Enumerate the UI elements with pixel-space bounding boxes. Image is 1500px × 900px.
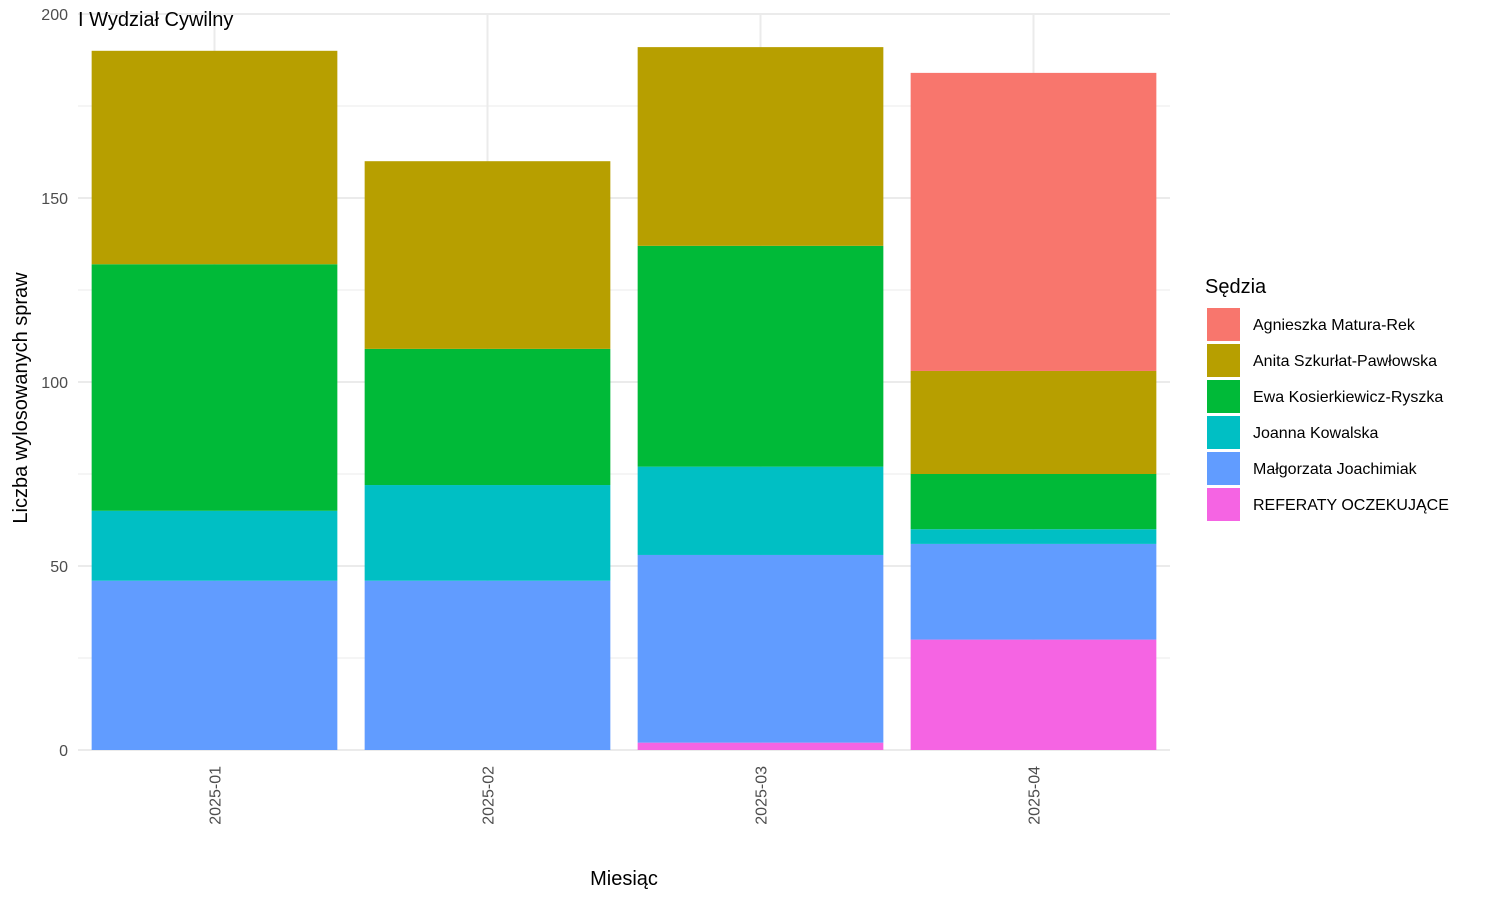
bar-segment xyxy=(91,510,338,581)
bar-segment xyxy=(91,50,338,265)
legend-label: Joanna Kowalska xyxy=(1253,425,1379,442)
bar-segment xyxy=(364,485,611,581)
y-tick-label: 200 xyxy=(41,7,68,24)
legend-swatch xyxy=(1207,344,1240,377)
bar-segment xyxy=(91,264,338,511)
bar-segment xyxy=(364,580,611,750)
bar-segment xyxy=(910,370,1157,474)
legend-label: REFERATY OCZEKUJĄCE xyxy=(1253,497,1449,514)
chart-title: I Wydział Cywilny xyxy=(78,9,233,31)
x-tick-label: 2025-03 xyxy=(754,766,771,825)
bars xyxy=(91,47,1157,750)
legend-label: Ewa Kosierkiewicz-Ryszka xyxy=(1253,389,1443,406)
y-tick-label: 150 xyxy=(41,191,68,208)
legend-label: Małgorzata Joachimiak xyxy=(1253,461,1418,478)
x-tick-label: 2025-01 xyxy=(208,766,225,825)
bar-segment xyxy=(637,47,884,246)
bar-segment xyxy=(364,348,611,486)
legend-label: Anita Szkurłat-Pawłowska xyxy=(1253,353,1437,370)
legend-swatch xyxy=(1207,452,1240,485)
y-tick-label: 50 xyxy=(50,559,68,576)
bar-segment xyxy=(364,161,611,349)
y-tick-label: 100 xyxy=(41,375,68,392)
legend-swatch xyxy=(1207,308,1240,341)
bar-segment xyxy=(910,72,1157,371)
bar-segment xyxy=(910,639,1157,750)
bar-segment xyxy=(637,245,884,467)
x-axis-ticks: 2025-01 2025-02 2025-03 2025-04 xyxy=(208,766,1044,825)
bar-segment xyxy=(910,529,1157,544)
legend-swatch xyxy=(1207,488,1240,521)
y-tick-label: 0 xyxy=(59,743,68,760)
bar-segment xyxy=(91,580,338,750)
x-tick-label: 2025-02 xyxy=(481,766,498,825)
legend-swatch xyxy=(1207,380,1240,413)
bar-segment xyxy=(637,554,884,743)
x-axis-title: Miesiąc xyxy=(590,868,658,890)
legend: Sędzia Agnieszka Matura-Rek Anita Szkurła… xyxy=(1205,276,1449,521)
bar-segment xyxy=(910,474,1157,530)
legend-label: Agnieszka Matura-Rek xyxy=(1253,317,1416,334)
bar-segment xyxy=(910,543,1157,640)
y-axis-ticks: 0 50 100 150 200 xyxy=(41,7,68,760)
bar-segment xyxy=(637,466,884,555)
legend-swatch xyxy=(1207,416,1240,449)
bar-segment xyxy=(637,742,884,750)
x-tick-label: 2025-04 xyxy=(1027,766,1044,825)
y-axis-title: Liczba wylosowanych spraw xyxy=(10,272,32,524)
legend-title: Sędzia xyxy=(1205,276,1267,298)
